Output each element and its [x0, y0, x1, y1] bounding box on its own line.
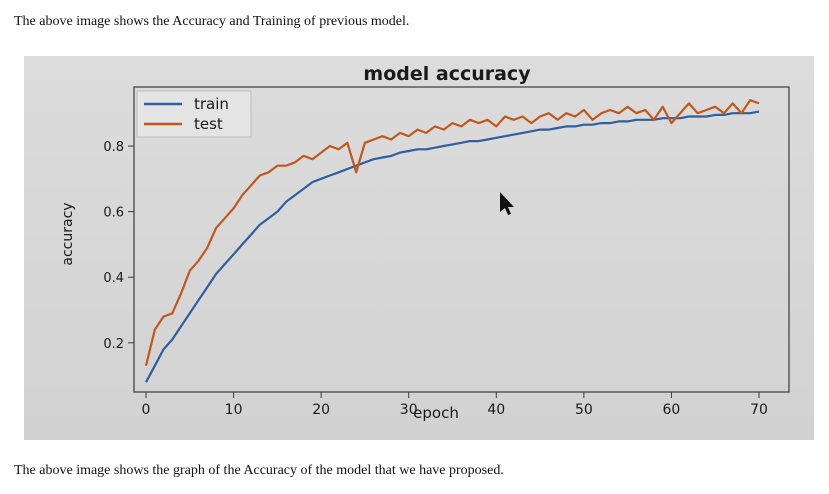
x-axis-label: epoch — [413, 404, 459, 422]
x-axis: 0 10 20 30 40 50 60 70 — [142, 392, 768, 418]
x-tick-label: 40 — [487, 402, 505, 418]
plot-frame — [133, 86, 790, 393]
legend-train-label: train — [194, 95, 229, 113]
chart-title: model accuracy — [363, 63, 531, 85]
accuracy-chart: model accuracy 0.2 0.4 0.6 0.8 0 10 20 30 40 50 6… — [60, 63, 790, 422]
chart-photo: model accuracy 0.2 0.4 0.6 0.8 0 10 20 30 40 50 6… — [24, 56, 814, 440]
y-axis: 0.2 0.4 0.6 0.8 — [103, 140, 134, 352]
legend-box — [136, 90, 252, 138]
x-tick-label: 70 — [750, 402, 768, 418]
y-tick-label: 0.6 — [103, 206, 124, 221]
mouse-cursor-icon — [500, 192, 514, 215]
x-tick-label: 10 — [225, 402, 243, 418]
x-tick-label: 20 — [312, 402, 330, 418]
x-tick-label: 0 — [142, 402, 151, 418]
y-tick-label: 0.2 — [103, 337, 124, 352]
x-tick-label: 30 — [400, 402, 418, 418]
y-tick-label: 0.8 — [103, 140, 124, 155]
legend-test-label: test — [194, 115, 223, 133]
y-tick-label: 0.4 — [103, 271, 124, 286]
series-line-test — [144, 98, 760, 367]
x-tick-label: 50 — [575, 402, 593, 418]
series-lines — [144, 98, 760, 383]
series-line-train — [145, 110, 760, 383]
x-tick-label: 60 — [663, 402, 681, 418]
caption-bottom: The above image shows the graph of the A… — [14, 463, 504, 478]
caption-top: The above image shows the Accuracy and T… — [14, 14, 410, 29]
legend: train test — [136, 90, 252, 138]
y-axis-label: accuracy — [60, 202, 76, 265]
